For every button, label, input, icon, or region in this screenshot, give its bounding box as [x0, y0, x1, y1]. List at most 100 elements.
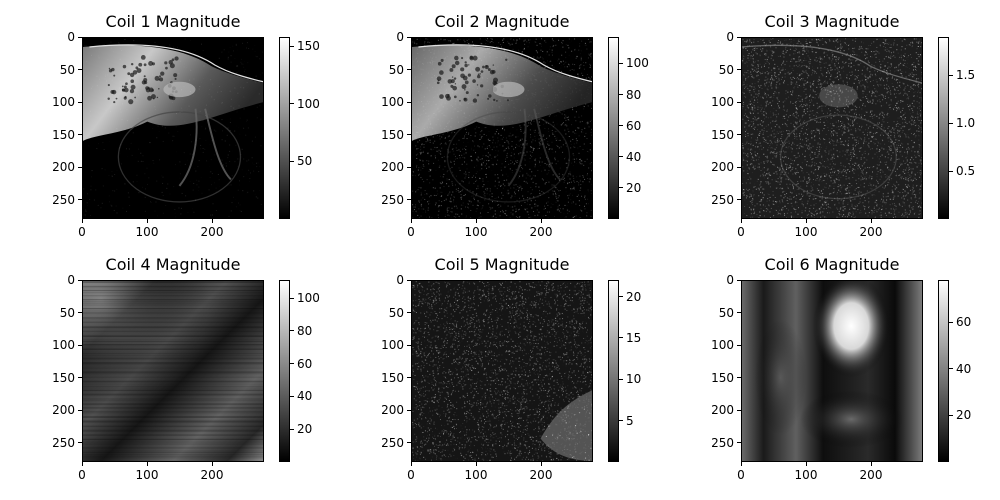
y-tick-mark [407, 134, 411, 135]
chart-title: Coil 1 Magnitude [105, 12, 241, 31]
y-tick-label: 150 [711, 127, 734, 142]
y-tick-label: 100 [711, 338, 734, 352]
x-tick-label: 100 [135, 225, 159, 239]
y-tick-mark [737, 166, 741, 168]
y-tick-mark [407, 409, 411, 411]
colorbar-tick-label: 1.5 [956, 68, 976, 83]
y-tick-label: 150 [52, 370, 75, 385]
y-tick-label: 0 [67, 273, 75, 287]
heatmap-image [741, 280, 923, 462]
y-tick-label: 250 [711, 435, 734, 450]
heatmap-image [411, 280, 593, 462]
y-tick-mark [78, 344, 82, 346]
y-tick-label: 250 [381, 435, 404, 450]
colorbar-tick-mark [290, 395, 294, 397]
y-tick-mark [407, 344, 411, 346]
y-tick-label: 50 [388, 62, 404, 77]
x-tick-label: 100 [794, 468, 818, 482]
x-tick-mark [805, 219, 807, 223]
y-tick-mark [407, 199, 411, 200]
y-tick-label: 0 [726, 30, 734, 44]
y-tick-mark [737, 279, 741, 281]
x-tick-mark [211, 219, 213, 223]
x-tick-mark [740, 462, 742, 466]
y-tick-label: 50 [388, 305, 404, 320]
y-tick-mark [78, 377, 82, 378]
y-tick-label: 150 [381, 127, 404, 142]
x-tick-label: 0 [737, 225, 745, 239]
colorbar-tick-mark [949, 170, 953, 172]
y-tick-mark [407, 36, 411, 38]
y-tick-mark [78, 69, 82, 70]
y-tick-label: 200 [381, 160, 404, 174]
chart-title: Coil 3 Magnitude [764, 12, 900, 31]
colorbar-tick-label: 40 [626, 149, 642, 164]
y-tick-label: 200 [711, 160, 734, 174]
x-tick-mark [475, 219, 477, 223]
colorbar-tick-mark [290, 160, 294, 162]
y-tick-label: 150 [381, 370, 404, 385]
colorbar-tick-mark [949, 321, 953, 323]
colorbar-tick-mark [949, 122, 953, 124]
colorbar-tick-label: 60 [626, 118, 642, 133]
chart-title: Coil 6 Magnitude [764, 255, 900, 274]
y-tick-label: 200 [381, 403, 404, 417]
y-tick-mark [407, 166, 411, 168]
y-tick-label: 0 [726, 273, 734, 287]
y-tick-label: 100 [381, 95, 404, 109]
colorbar-tick-mark [290, 428, 294, 430]
x-tick-mark [410, 462, 412, 466]
y-tick-label: 200 [711, 403, 734, 417]
x-tick-mark [540, 462, 542, 466]
colorbar-tick-mark [619, 156, 623, 158]
x-tick-label: 200 [859, 468, 883, 482]
heatmap-image [411, 37, 593, 219]
colorbar-tick-mark [290, 103, 294, 105]
x-tick-label: 200 [529, 468, 553, 482]
colorbar-tick-label: 60 [956, 315, 972, 329]
heatmap-pixels [412, 38, 592, 218]
colorbar-tick-mark [619, 62, 623, 64]
colorbar-tick-label: 20 [626, 289, 642, 304]
y-tick-mark [78, 166, 82, 168]
x-tick-label: 200 [200, 468, 224, 482]
x-tick-label: 100 [464, 468, 488, 482]
heatmap-image [82, 280, 264, 462]
y-tick-mark [737, 442, 741, 443]
y-tick-label: 50 [59, 62, 75, 77]
x-tick-mark [475, 462, 477, 466]
chart-title: Coil 4 Magnitude [105, 255, 241, 274]
y-tick-mark [78, 279, 82, 281]
colorbar-tick-label: 0.5 [956, 164, 976, 179]
colorbar-tick-mark [290, 297, 294, 299]
x-tick-mark [540, 219, 542, 223]
colorbar-tick-label: 100 [297, 291, 320, 306]
y-tick-label: 0 [67, 30, 75, 44]
y-tick-mark [78, 101, 82, 103]
y-tick-mark [737, 344, 741, 346]
x-tick-mark [81, 219, 83, 223]
colorbar-tick-mark [949, 368, 953, 370]
colorbar [938, 37, 949, 219]
y-tick-mark [407, 442, 411, 443]
y-tick-label: 150 [52, 127, 75, 142]
y-tick-mark [737, 409, 741, 411]
heatmap-pixels [83, 38, 263, 218]
y-tick-mark [78, 199, 82, 200]
colorbar [608, 280, 619, 462]
heatmap-pixels [742, 38, 922, 218]
colorbar-tick-label: 40 [297, 389, 313, 404]
y-tick-mark [407, 69, 411, 70]
colorbar-tick-label: 100 [626, 56, 649, 71]
y-tick-label: 250 [711, 192, 734, 207]
x-tick-label: 0 [407, 225, 415, 239]
y-tick-label: 50 [59, 305, 75, 320]
colorbar-tick-label: 1.0 [956, 116, 976, 131]
y-tick-mark [737, 377, 741, 378]
y-tick-label: 250 [381, 192, 404, 207]
colorbar-tick-label: 150 [297, 39, 320, 54]
y-tick-mark [737, 101, 741, 103]
colorbar-tick-mark [619, 337, 623, 339]
colorbar-tick-label: 80 [626, 87, 642, 102]
x-tick-label: 0 [407, 468, 415, 482]
